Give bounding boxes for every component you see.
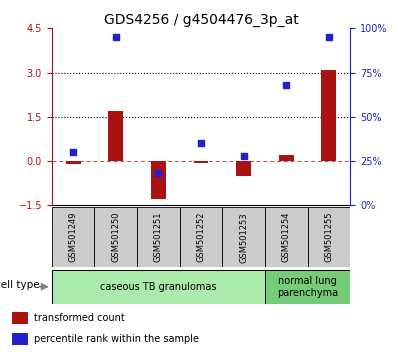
Point <box>240 153 247 159</box>
Text: cell type: cell type <box>0 280 40 290</box>
Text: GSM501255: GSM501255 <box>324 212 334 262</box>
Bar <box>308 207 350 267</box>
Bar <box>236 161 251 176</box>
Bar <box>94 207 137 267</box>
Text: GSM501251: GSM501251 <box>154 212 163 262</box>
Bar <box>279 155 294 161</box>
Bar <box>151 161 166 199</box>
Point <box>155 171 162 176</box>
Text: GSM501254: GSM501254 <box>282 212 291 262</box>
Text: normal lung
parenchyma: normal lung parenchyma <box>277 276 338 298</box>
Title: GDS4256 / g4504476_3p_at: GDS4256 / g4504476_3p_at <box>103 13 298 27</box>
Bar <box>52 207 94 267</box>
Bar <box>193 161 209 162</box>
Bar <box>179 207 222 267</box>
Bar <box>108 111 123 161</box>
Bar <box>265 207 308 267</box>
Point <box>326 34 332 40</box>
Bar <box>12 312 28 324</box>
Text: GSM501250: GSM501250 <box>111 212 120 262</box>
Text: transformed count: transformed count <box>34 313 125 323</box>
Bar <box>222 207 265 267</box>
Text: caseous TB granulomas: caseous TB granulomas <box>100 282 217 292</box>
Bar <box>52 270 265 304</box>
Bar <box>12 333 28 345</box>
Point <box>113 34 119 40</box>
Bar <box>265 270 350 304</box>
Bar <box>66 161 80 164</box>
Text: percentile rank within the sample: percentile rank within the sample <box>34 334 199 344</box>
Text: GSM501249: GSM501249 <box>68 212 78 262</box>
Text: GSM501252: GSM501252 <box>197 212 205 262</box>
Point <box>70 149 76 155</box>
Point <box>283 82 289 88</box>
Text: GSM501253: GSM501253 <box>239 212 248 263</box>
Bar <box>137 207 179 267</box>
Bar <box>322 70 336 161</box>
Point <box>198 141 204 146</box>
